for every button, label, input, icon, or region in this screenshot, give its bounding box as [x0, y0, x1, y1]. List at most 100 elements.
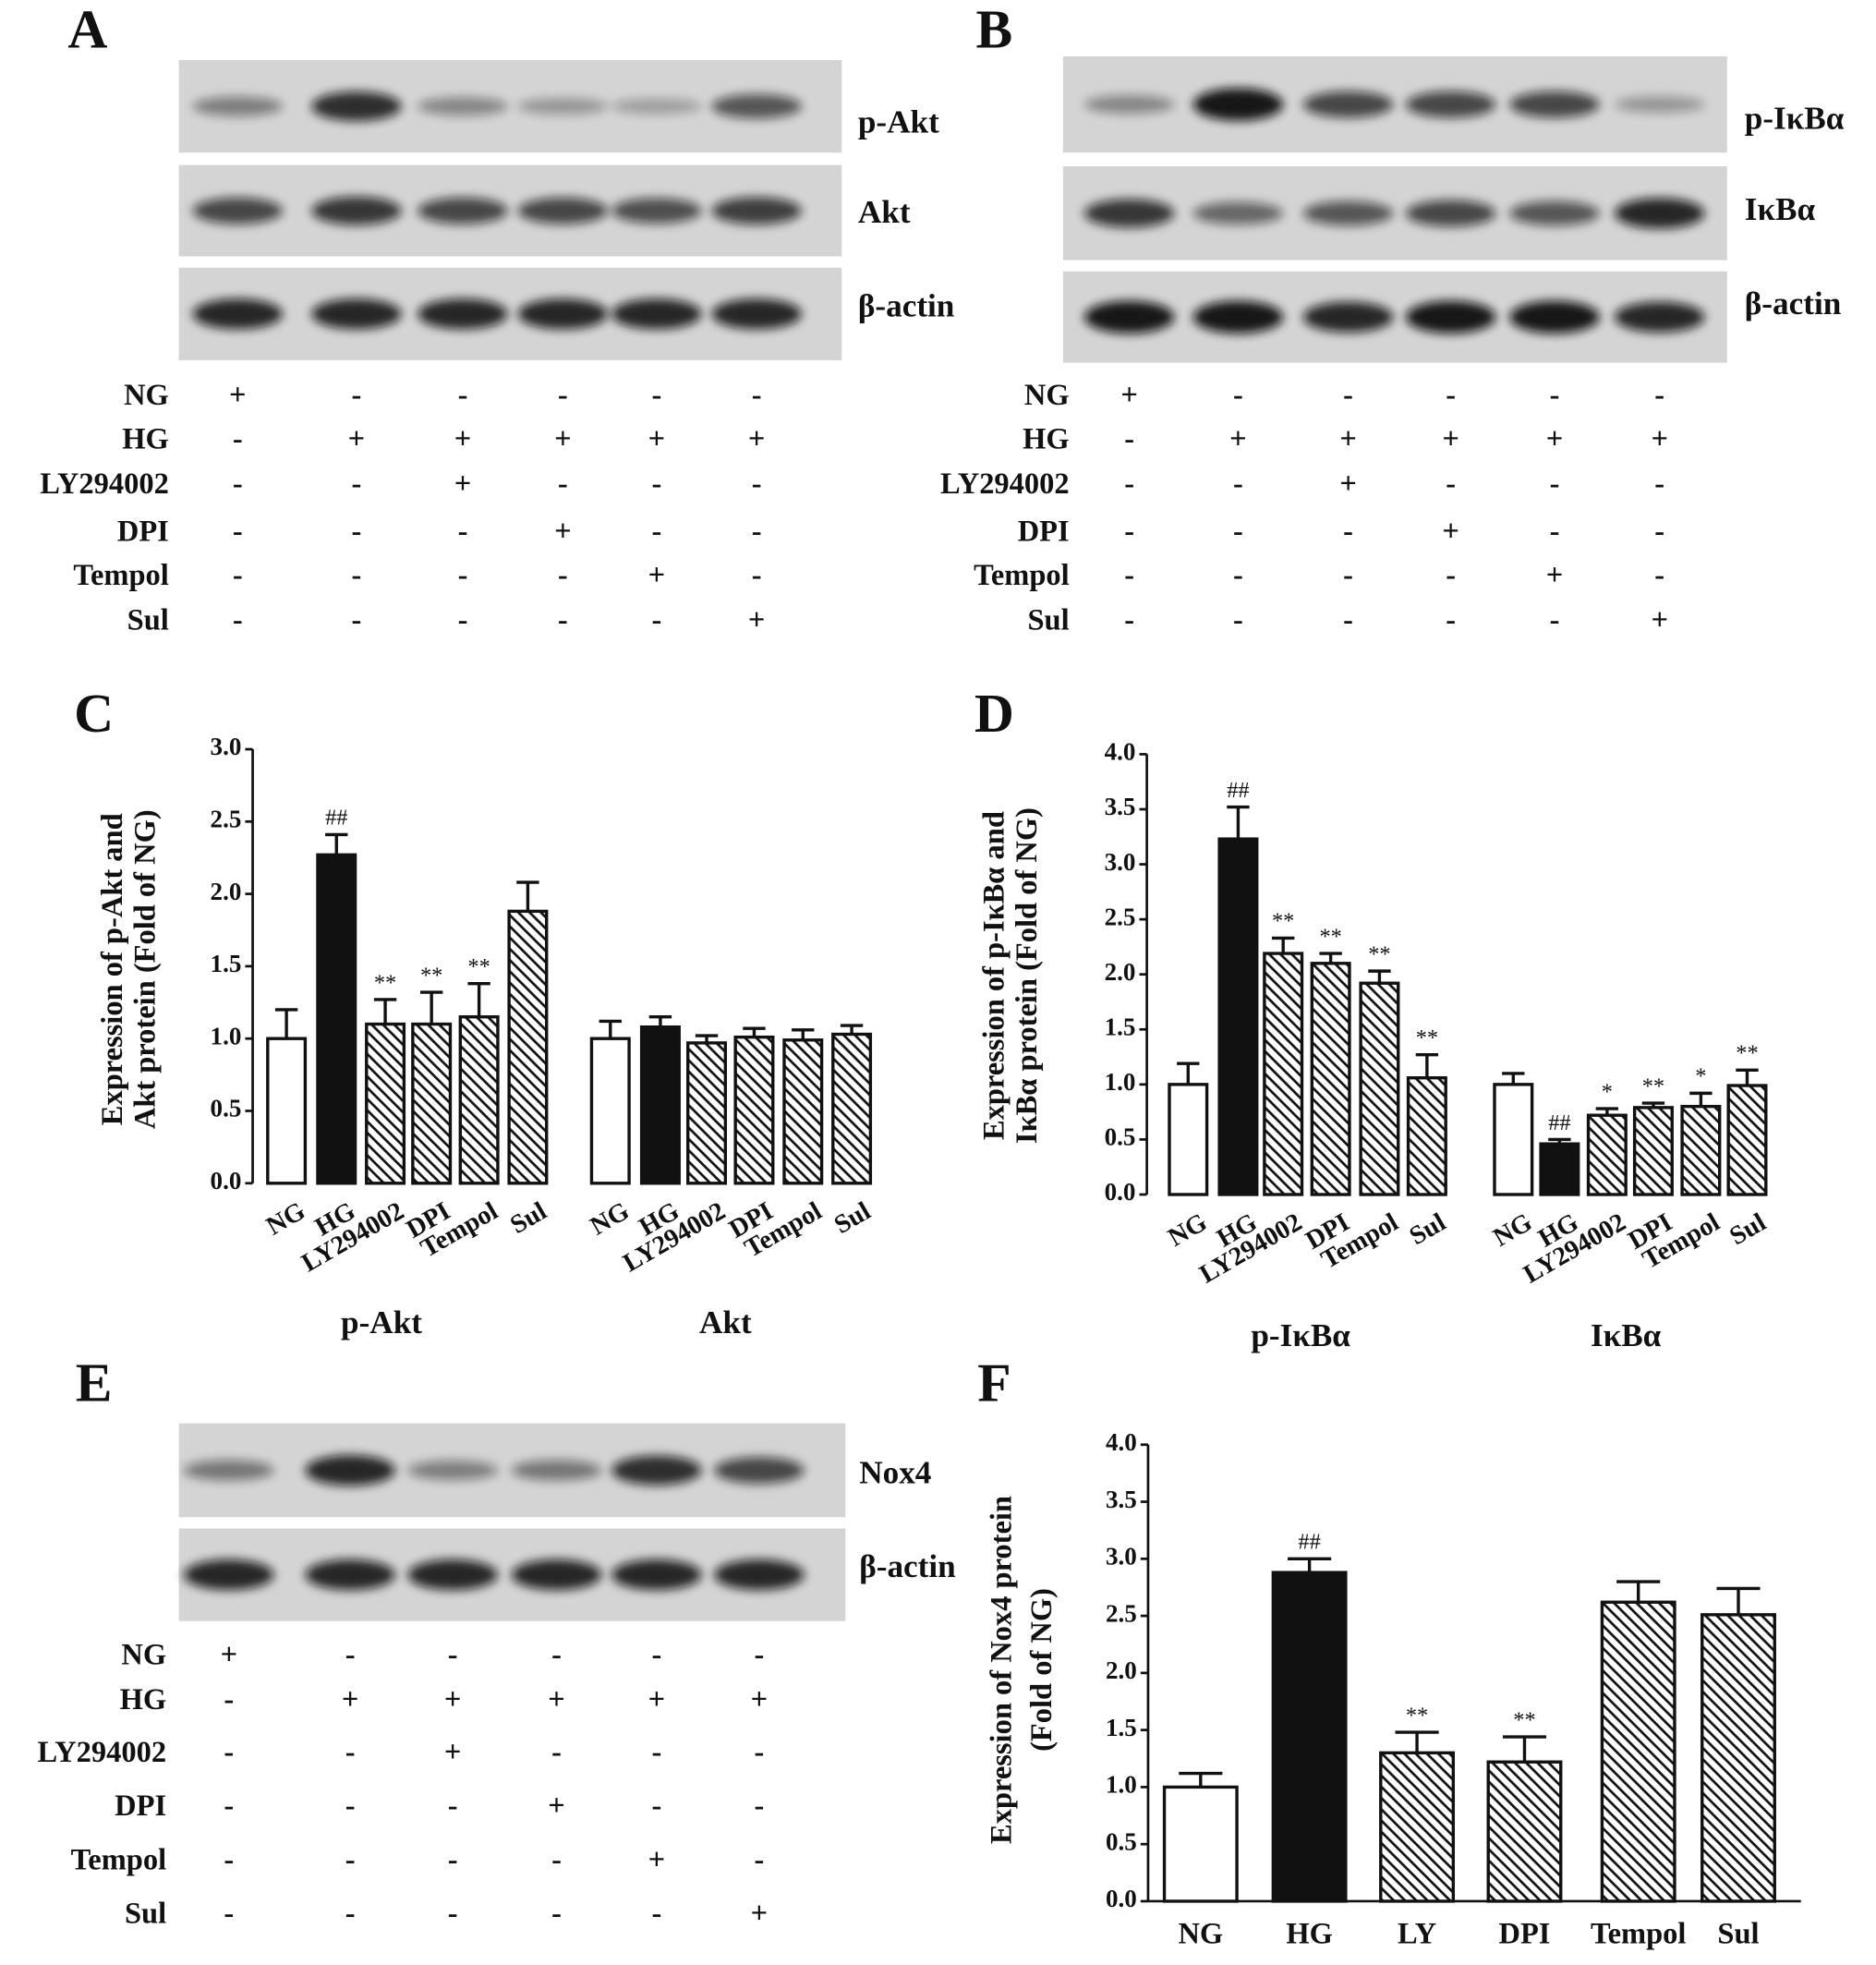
treatment-sign: - — [458, 516, 468, 549]
treatment-sign: - — [448, 1638, 458, 1671]
treatment-label: NG — [124, 379, 169, 412]
treatment-sign: - — [651, 1898, 661, 1931]
treatment-label: Sul — [1027, 604, 1069, 637]
y-tick-label: 0.0 — [1106, 1885, 1137, 1912]
blot-band — [1614, 198, 1705, 229]
blot-band — [611, 298, 702, 330]
bar — [458, 1015, 500, 1185]
bar — [782, 1038, 824, 1185]
x-tick-label: NG — [1164, 1208, 1212, 1253]
treatment-sign: - — [1446, 467, 1456, 501]
blot-band — [1509, 200, 1600, 226]
significance-mark: ** — [374, 970, 396, 995]
bar — [1162, 1785, 1239, 1903]
treatment-sign: + — [1442, 516, 1459, 549]
blot-band — [192, 197, 284, 224]
panel-letter: B — [976, 0, 1013, 60]
protein-label: β-actin — [859, 1548, 956, 1584]
group-label: IκBα — [1591, 1317, 1662, 1353]
y-tick-label: 4.0 — [1106, 1428, 1137, 1456]
treatment-sign: + — [648, 422, 666, 455]
treatment-sign: + — [554, 422, 572, 455]
treatment-sign: + — [1651, 604, 1668, 637]
bar — [1263, 952, 1304, 1196]
group-label: Akt — [699, 1304, 752, 1340]
treatment-sign: - — [352, 516, 362, 549]
significance-mark: ** — [1406, 1703, 1428, 1728]
protein-label: IκBα — [1745, 191, 1816, 227]
treatment-label: DPI — [1018, 516, 1070, 549]
treatment-label: Sul — [127, 604, 169, 637]
treatment-sign: - — [752, 467, 762, 501]
treatment-sign: - — [1343, 516, 1353, 549]
y-tick-label: 0.5 — [1106, 1827, 1137, 1855]
bar — [1539, 1142, 1580, 1196]
treatment-sign: + — [748, 422, 766, 455]
y-tick-label: 2.0 — [211, 878, 242, 905]
y-tick-label: 4.0 — [1105, 738, 1136, 766]
blot-band — [1083, 199, 1175, 228]
treatment-sign: + — [1651, 422, 1668, 455]
y-tick-label: 1.5 — [1106, 1714, 1137, 1741]
bar — [1271, 1571, 1348, 1903]
blot-band — [1192, 201, 1284, 225]
bar — [1586, 1113, 1628, 1196]
treatment-sign: - — [1446, 559, 1456, 592]
treatment-sign: - — [1343, 379, 1353, 412]
blot-band — [1192, 88, 1284, 121]
treatment-sign: - — [345, 1736, 356, 1769]
blot-band — [1405, 300, 1496, 334]
y-tick-label: 2.5 — [1105, 903, 1136, 930]
blot-band — [611, 1559, 702, 1591]
treatment-sign: - — [651, 1736, 661, 1769]
y-tick-label: 1.0 — [211, 1022, 242, 1049]
treatment-label: Tempol — [71, 1843, 167, 1876]
treatment-sign: - — [1124, 467, 1134, 501]
bar — [1379, 1751, 1456, 1903]
blot-band — [418, 197, 508, 224]
bar — [733, 1035, 775, 1185]
blot-band — [1302, 200, 1394, 226]
treatment-sign: - — [458, 604, 468, 637]
bar — [1310, 962, 1351, 1196]
treatment-sign: - — [551, 1898, 562, 1931]
treatment-sign: - — [1124, 604, 1134, 637]
blot-band — [517, 197, 609, 224]
bar — [507, 909, 549, 1185]
significance-mark: ** — [1513, 1707, 1535, 1732]
protein-label: β-actin — [1745, 285, 1842, 321]
treatment-sign: - — [1654, 379, 1664, 412]
blot-band — [517, 298, 609, 330]
blot-band — [305, 1559, 395, 1591]
treatment-sign: - — [551, 1736, 562, 1769]
treatment-sign: - — [1233, 467, 1243, 501]
treatment-sign: + — [1442, 422, 1459, 455]
treatment-sign: + — [548, 1683, 565, 1716]
significance-mark: ** — [1416, 1025, 1438, 1050]
treatment-sign: + — [1546, 559, 1564, 592]
treatment-sign: + — [1546, 422, 1564, 455]
blot-band — [192, 96, 284, 116]
bar — [266, 1037, 308, 1185]
panel-letter: E — [76, 1352, 113, 1413]
y-tick-label: 0.0 — [1105, 1178, 1136, 1206]
treatment-sign: - — [458, 559, 468, 592]
protein-label: p-Akt — [858, 103, 939, 139]
protein-label: Nox4 — [859, 1455, 931, 1491]
treatment-sign: + — [444, 1736, 462, 1769]
y-tick-label: 2.0 — [1105, 958, 1136, 986]
blot-band — [1302, 301, 1394, 333]
treatment-sign: + — [751, 1898, 769, 1931]
treatment-sign: - — [233, 467, 243, 501]
y-axis-label: Expression of p-IκBα and — [978, 811, 1011, 1140]
blot-band — [517, 98, 609, 115]
treatment-label: NG — [121, 1638, 166, 1671]
x-tick-label: NG — [1489, 1208, 1537, 1253]
y-tick-label: 2.0 — [1106, 1656, 1137, 1684]
treatment-sign: - — [233, 604, 243, 637]
blot-band — [1614, 301, 1705, 333]
y-tick-label: 3.0 — [1106, 1543, 1137, 1571]
significance-mark: * — [1695, 1064, 1706, 1089]
y-tick-label: 1.5 — [1105, 1013, 1136, 1040]
significance-mark: ** — [1368, 941, 1390, 966]
